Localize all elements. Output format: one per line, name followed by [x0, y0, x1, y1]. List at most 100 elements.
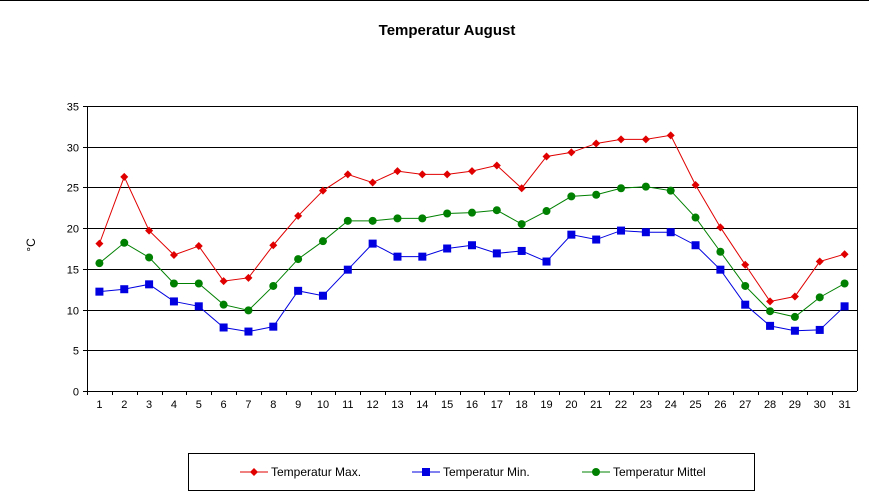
y-axis-label: °C: [24, 238, 38, 252]
data-point-diamond: [393, 167, 402, 176]
series-temperatur-min-: [95, 226, 849, 336]
data-point-circle: [542, 207, 551, 216]
x-tick-label: 24: [665, 399, 677, 411]
y-tick-label: 25: [67, 183, 79, 195]
x-tick-label: 22: [615, 399, 627, 411]
data-point-circle: [343, 216, 352, 225]
y-tick-label: 35: [67, 102, 79, 114]
data-point-square: [194, 302, 203, 311]
data-point-square: [766, 321, 775, 330]
data-point-circle: [666, 186, 675, 195]
data-point-square: [343, 265, 352, 274]
data-point-diamond: [194, 242, 203, 251]
x-tick-label: 23: [640, 399, 652, 411]
data-point-square: [418, 252, 427, 261]
chart-title: Temperatur August: [379, 22, 516, 39]
data-point-circle: [194, 279, 203, 288]
data-point-circle: [120, 238, 129, 247]
data-point-circle: [617, 184, 626, 193]
x-tick-label: 6: [221, 399, 227, 411]
data-point-diamond: [418, 170, 427, 179]
x-tick-label: 2: [121, 399, 127, 411]
data-point-circle: [840, 279, 849, 288]
x-tick-label: 11: [342, 399, 353, 411]
x-tick-label: 25: [689, 399, 701, 411]
data-point-circle: [318, 237, 327, 246]
data-point-square: [815, 325, 824, 334]
data-point-square: [542, 257, 551, 266]
x-tick-label: 20: [565, 399, 577, 411]
data-point-circle: [393, 214, 402, 223]
x-tick-label: 18: [516, 399, 528, 411]
data-point-diamond: [468, 167, 476, 176]
data-point-circle: [592, 468, 600, 476]
data-point-square: [368, 239, 377, 248]
data-point-diamond: [790, 292, 799, 301]
series-group: [95, 131, 849, 336]
data-point-circle: [145, 253, 154, 262]
x-tick-label: 13: [391, 399, 403, 411]
data-point-diamond: [294, 211, 303, 220]
legend-label: Temperatur Min.: [443, 465, 530, 479]
data-point-diamond: [343, 170, 352, 179]
x-tick-label: 31: [838, 399, 850, 411]
legend-label: Temperatur Mittel: [613, 465, 706, 479]
y-tick-label: 30: [67, 143, 79, 155]
data-point-diamond: [219, 277, 228, 286]
gridlines: [87, 106, 857, 351]
data-point-diamond: [592, 139, 601, 148]
series-temperatur-mittel: [95, 182, 849, 321]
data-point-square: [269, 322, 278, 331]
data-point-square: [691, 241, 700, 250]
data-point-circle: [368, 216, 377, 225]
data-point-diamond: [169, 251, 178, 260]
data-point-diamond: [741, 260, 750, 269]
data-point-diamond: [567, 148, 576, 157]
data-point-square: [592, 235, 601, 244]
data-point-circle: [741, 281, 750, 290]
x-tick-label: 12: [367, 399, 379, 411]
x-tick-label: 10: [317, 399, 329, 411]
legend: Temperatur Max. Temperatur Min. Temperatur…: [240, 465, 706, 479]
x-tick-label: 19: [540, 399, 552, 411]
series-line: [98, 134, 845, 302]
data-point-square: [517, 246, 526, 255]
data-point-circle: [815, 293, 824, 302]
data-point-square: [840, 302, 849, 311]
data-point-diamond: [542, 152, 551, 161]
data-point-square: [641, 228, 650, 237]
x-tick-label: 15: [441, 399, 453, 411]
x-tick-label: 3: [146, 399, 152, 411]
x-tick-label: 26: [714, 399, 726, 411]
data-point-diamond: [666, 131, 675, 140]
data-point-circle: [517, 220, 526, 229]
data-point-diamond: [641, 135, 650, 144]
data-point-diamond: [815, 257, 824, 266]
x-tick-label: 14: [416, 399, 428, 411]
x-tick-label: 27: [739, 399, 751, 411]
data-point-diamond: [318, 186, 327, 195]
data-point-square: [617, 226, 626, 235]
data-point-circle: [641, 182, 650, 191]
data-point-diamond: [368, 178, 377, 187]
data-point-circle: [766, 307, 775, 316]
data-point-diamond: [120, 172, 129, 181]
x-tick-label: 29: [789, 399, 801, 411]
data-point-circle: [468, 208, 476, 217]
x-tick-label: 9: [295, 399, 301, 411]
data-point-square: [393, 252, 402, 261]
data-point-circle: [691, 213, 700, 222]
data-point-circle: [219, 300, 228, 309]
data-point-square: [790, 326, 799, 335]
x-tick-label: 8: [270, 399, 276, 411]
data-point-circle: [95, 259, 104, 268]
data-point-circle: [592, 190, 601, 199]
data-point-square: [219, 323, 228, 332]
x-tick-label: 30: [814, 399, 826, 411]
data-point-square: [468, 241, 476, 250]
data-point-diamond: [244, 273, 253, 282]
data-point-diamond: [517, 184, 526, 193]
data-point-diamond: [250, 468, 258, 476]
data-point-circle: [294, 255, 303, 264]
